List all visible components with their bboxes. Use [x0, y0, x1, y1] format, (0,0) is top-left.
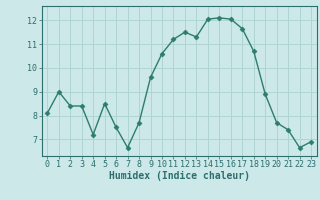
X-axis label: Humidex (Indice chaleur): Humidex (Indice chaleur): [109, 171, 250, 181]
